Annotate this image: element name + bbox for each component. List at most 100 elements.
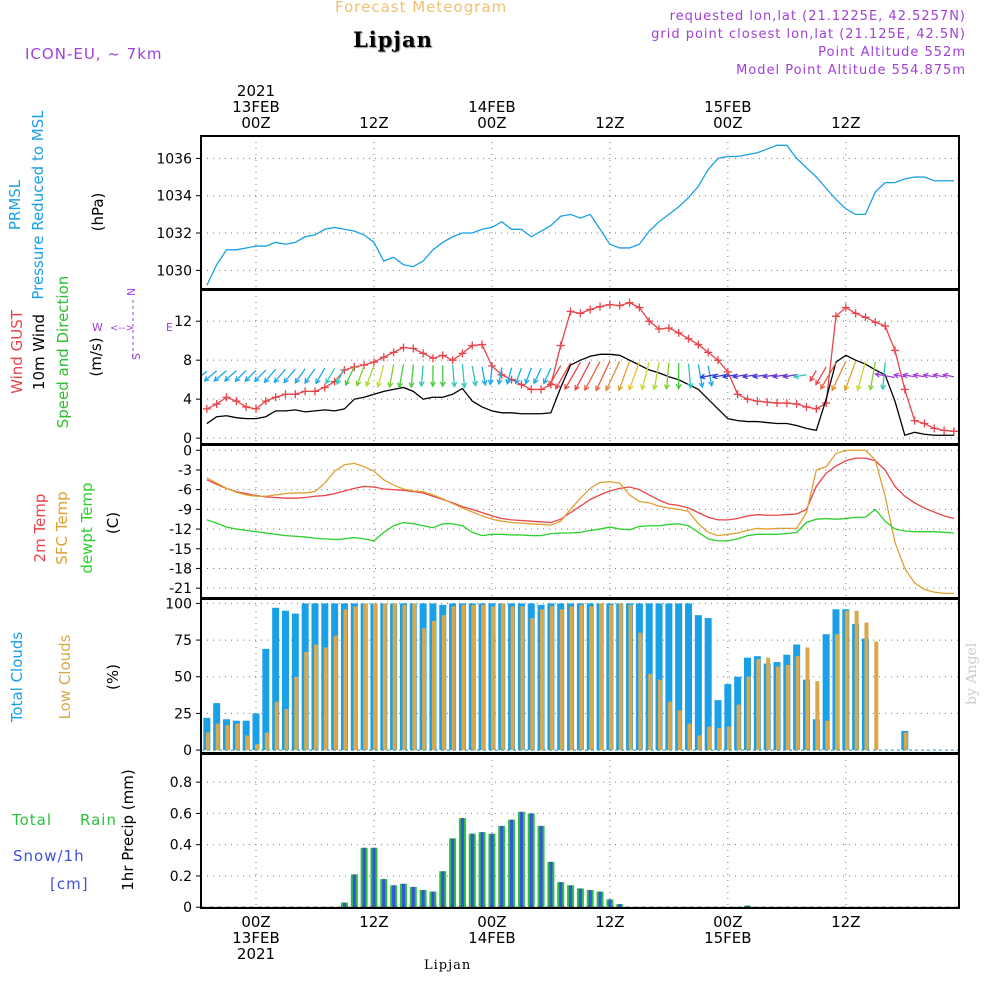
gust-marker [753,397,762,406]
gust-marker [576,309,585,318]
low-cloud-bar [599,603,604,751]
total-cloud-bar [685,603,693,751]
wind-vector-head [418,381,425,388]
precip-label-total: Total [11,811,52,829]
wind-vector-head [408,382,415,389]
low-cloud-bar [490,606,495,751]
snow-bar [500,825,504,908]
gust-marker [605,300,614,309]
wind-vector-head [461,382,468,389]
time-axis-top-label: 14FEB [468,98,515,116]
panel-data [206,144,954,286]
y-tick-label: 0 [183,443,192,459]
wind-vector-head [542,378,549,385]
wind-vector-head [771,373,778,380]
wind-vector-shaft [365,365,375,387]
point-altitude: Point Altitude 552m [818,45,966,60]
wind-vector-shaft [913,374,925,378]
wind-vector-shaft [595,360,611,391]
wind-vector-head [711,373,718,380]
wind-vector-head [584,385,590,392]
gust-marker [625,298,634,307]
product-title: Forecast Meteogram [335,0,508,16]
wind-vector-head [223,376,230,382]
precip-axis-label: 1hr Precip (mm) [119,769,137,890]
wind-vector-arrow [505,367,513,386]
gust-marker [281,390,290,399]
wind-vector-head [922,372,929,379]
low-cloud-bar [284,709,289,751]
precip-label-cm: [cm] [50,875,89,893]
wind-vector-arrow [451,364,458,388]
wind-vector-arrow [675,362,682,390]
gust-marker [831,312,840,321]
low-cloud-bar [274,701,279,751]
wind-vector-head [792,373,800,380]
low-cloud-bar [471,604,476,751]
low-cloud-bar [795,656,800,751]
wind-vector-shaft [875,373,896,379]
series-line-wind-gust [206,301,954,432]
wind-vector-head [487,379,494,386]
wind-vector-arrow [792,373,807,380]
wind-vector-arrow [387,364,395,389]
low-cloud-bar [235,723,240,751]
time-axis-bottom-label: 00Z [713,913,742,931]
total-cloud-bar [822,634,830,751]
low-cloud-bar [608,604,613,751]
wind-vector-head [564,384,570,391]
wind-vector-shaft [618,361,631,391]
snow-bar [431,891,435,908]
compass-e: E [166,321,173,334]
wind-vector-head [514,378,520,385]
y-tick-label: 0.2 [170,869,192,885]
gust-marker [890,346,899,355]
wind-vector-shaft [471,365,477,386]
wind-vector-head [901,372,909,379]
time-axis-top-label: 00Z [713,114,742,132]
wind-vector-arrow [234,369,247,383]
gust-marker [704,348,713,357]
model-altitude: Model Point Altitude 554.875m [736,63,966,78]
wind-vector-arrow [892,372,905,379]
wind-vector-head [595,385,601,392]
wind-vector-shaft [923,374,935,378]
wind-vector-shaft [336,367,346,385]
wind-vector-head [325,378,331,385]
wind-vector-shaft [641,361,650,390]
wind-vector-shaft [809,370,817,382]
compass-arrows: <--> [110,323,134,334]
gust-marker [851,309,860,318]
panel-label: (%) [104,664,122,690]
wind-vector-arrow [223,370,237,382]
time-axis-bottom-label: 15FEB [704,929,751,947]
panel-data [201,603,959,751]
wind-vector-arrow [365,365,375,388]
panel-label: Total Clouds [8,632,26,724]
gust-marker [645,317,654,326]
wind-vector-arrow [941,372,955,379]
panel-data [206,449,955,595]
wind-vector-head [617,385,624,392]
wind-vector-head [627,384,634,391]
snow-bar [519,811,523,908]
wind-vector-head [376,381,382,388]
low-cloud-bar [746,676,751,751]
snow-bar [578,888,582,908]
y-tick-label: 4 [183,392,192,408]
wind-vector-arrow [687,363,694,390]
low-cloud-bar [225,725,230,751]
wind-vector-shaft [548,365,562,387]
y-tick-label: 25 [174,706,192,722]
wind-vector-head [831,385,837,392]
gust-marker [468,341,477,350]
gust-marker [389,348,398,357]
wind-vector-arrow [524,367,532,385]
gust-marker [655,324,664,333]
wind-vector-head [782,373,789,380]
panel-1: 1030 1032 1034 1036 [156,135,960,290]
low-cloud-bar [402,604,407,751]
time-axis-bottom-label: 12Z [595,913,624,931]
y-tick-label: 100 [165,596,192,612]
snow-bar [480,832,484,908]
